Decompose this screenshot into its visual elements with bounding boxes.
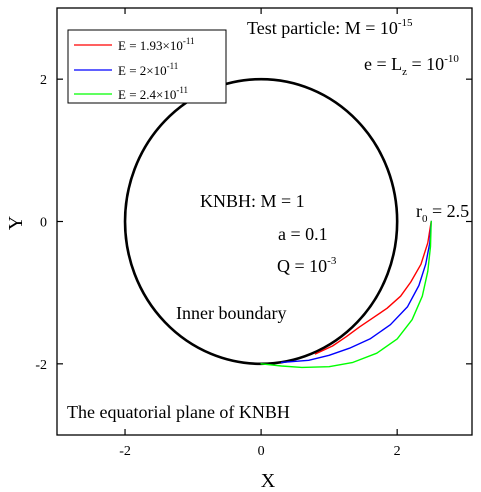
r0-annotation: r0 = 2.5 (416, 201, 469, 225)
x-axis-label: X (261, 470, 276, 492)
knbh-charge-exponent: -3 (327, 255, 337, 267)
x-tick-label: 2 (394, 444, 401, 459)
series-line-2 (280, 220, 432, 364)
test-particle-annotation: Test particle: M = 10-15 (247, 17, 413, 38)
equatorial-plane-label: The equatorial plane of KNBH (67, 402, 290, 422)
r0-subscript: 0 (422, 213, 428, 225)
legend: E = 1.93×10-11 E = 2×10-11 E = 2.4×10-11 (67, 29, 227, 104)
knbh-charge-text: Q = 10 (277, 256, 327, 276)
series-line-3 (260, 220, 432, 369)
test-particle-text: Test particle: M = 10 (247, 18, 398, 38)
y-axis-label: Y (5, 216, 27, 230)
e-lz-exponent: -10 (444, 53, 459, 65)
legend-label-green: E = 2.4×10-11 (118, 85, 188, 102)
y-tick-label: 0 (40, 216, 47, 231)
data-layer (123, 77, 432, 369)
tick-layer: -2 0 2 -2 0 2 (35, 8, 472, 459)
series-line-1 (314, 220, 432, 355)
e-lz-equals: = 10 (407, 54, 444, 74)
x-tick-label: -2 (119, 444, 131, 459)
x-tick-label: 0 (258, 444, 265, 459)
inner-boundary-label: Inner boundary (176, 303, 286, 323)
knbh-mass-annotation: KNBH: M = 1 (200, 191, 305, 211)
e-lz-text: e = L (364, 54, 402, 74)
y-tick-label: 2 (40, 73, 47, 88)
knbh-charge-annotation: Q = 10-3 (277, 255, 337, 276)
r0-text: r (416, 201, 422, 221)
y-tick-label: -2 (35, 358, 47, 373)
legend-box (67, 29, 227, 104)
knbh-spin-annotation: a = 0.1 (278, 224, 328, 244)
e-lz-annotation: e = Lz = 10-10 (364, 53, 459, 78)
e-lz-subscript: z (402, 66, 407, 78)
legend-label-red: E = 1.93×10-11 (118, 36, 195, 53)
test-particle-exponent: -15 (398, 17, 413, 29)
legend-label-blue: E = 2×10-11 (118, 61, 178, 78)
r0-value: = 2.5 (428, 201, 470, 221)
